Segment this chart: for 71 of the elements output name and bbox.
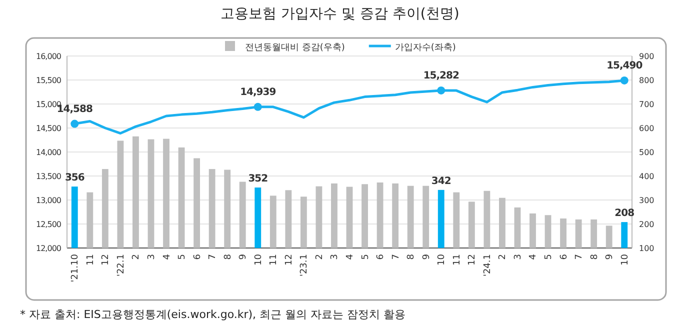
x-tick-label: 9 <box>238 254 249 260</box>
x-tick-label: 6 <box>192 254 203 260</box>
x-tick-label: 2 <box>132 254 142 260</box>
x-tick-label: 7 <box>208 254 218 260</box>
x-tick-label: 10 <box>620 254 630 266</box>
data-label: 208 <box>614 208 635 220</box>
data-label: 14,939 <box>240 86 276 98</box>
x-tick-label: 4 <box>346 254 356 260</box>
y2-tick-label: 800 <box>639 76 654 85</box>
x-tick-label: 12 <box>284 254 294 266</box>
y2-tick-label: 600 <box>639 124 654 133</box>
x-tick-label: 5 <box>360 254 371 260</box>
x-tick-label: 8 <box>590 254 600 260</box>
chart-title: 고용보험 가입자수 및 증감 추이(천명) <box>220 6 460 22</box>
x-tick-label: 3 <box>146 254 157 260</box>
x-tick-label: 5 <box>178 254 188 260</box>
point <box>70 120 79 128</box>
y2-tick-label: 500 <box>639 148 654 157</box>
y-tick-label: 12,000 <box>36 244 62 253</box>
x-tick-label: 11 <box>86 254 96 266</box>
x-tick-label: 3 <box>513 254 524 260</box>
x-tick-label: 4 <box>162 254 172 260</box>
x-tick-label: 3 <box>330 254 340 260</box>
x-tick-label: '22.1 <box>116 254 126 277</box>
y-tick-label: 15,500 <box>36 76 62 85</box>
y2-tick-label: 400 <box>639 172 654 181</box>
y2-tick-label: 900 <box>639 52 654 61</box>
x-tick-label: '21.10 <box>70 254 81 282</box>
x-tick-label: 11 <box>269 254 280 266</box>
x-tick-label: 2 <box>314 254 325 260</box>
y2-tick-label: 100 <box>639 244 654 253</box>
y2-tick-label: 200 <box>639 220 654 229</box>
y-tick-label: 16,000 <box>36 52 62 61</box>
legend-label: 가입자수(좌축) <box>394 43 456 53</box>
x-tick-label: 6 <box>559 254 570 260</box>
y-tick-label: 13,000 <box>36 196 62 205</box>
y-tick-label: 14,500 <box>36 124 62 133</box>
x-tick-label: '24.1 <box>482 254 493 277</box>
x-tick-label: 11 <box>452 254 462 266</box>
x-tick-label: 10 <box>437 254 448 266</box>
point <box>254 102 262 111</box>
x-tick-label: 10 <box>254 254 264 266</box>
x-tick-label: 4 <box>528 254 539 260</box>
data-label: 342 <box>431 176 452 187</box>
x-tick-label: 8 <box>223 254 234 260</box>
x-tick-label: 6 <box>376 254 386 260</box>
data-label: 352 <box>248 174 268 185</box>
data-label: 15,490 <box>606 60 643 72</box>
y-tick-label: 13,500 <box>36 172 62 181</box>
x-tick-label: 2 <box>498 254 508 260</box>
y2-tick-label: 700 <box>639 100 654 109</box>
x-tick-label: 9 <box>605 254 616 260</box>
y-tick-label: 14,000 <box>36 148 62 157</box>
point <box>620 76 628 84</box>
text: * 자료 출처: EIS고용행정통계(eis.work.go.kr), 최근 월의 자료는 잠정치 활용 <box>20 308 406 321</box>
y-tick-label: 12,500 <box>36 220 62 229</box>
legend: 가입자수(좌축) <box>368 43 456 53</box>
x-tick-label: 8 <box>406 254 417 260</box>
x-tick-label: 12 <box>468 254 478 266</box>
x-tick-label: '23.1 <box>300 254 310 277</box>
legend-label: 전년동월대비 증감(우축) <box>245 43 345 53</box>
data-label: 15,282 <box>423 70 460 82</box>
x-tick-label: 5 <box>544 254 554 260</box>
point <box>437 86 446 94</box>
data-label: 356 <box>64 172 85 184</box>
legend: 전년동월대비 증감(우축) <box>225 41 345 53</box>
y2-tick-label: 300 <box>639 196 654 205</box>
x-tick-label: 7 <box>391 254 402 260</box>
x-tick-label: 9 <box>422 254 432 260</box>
x-tick-label: 12 <box>101 254 112 266</box>
x-tick-label: 7 <box>574 254 585 260</box>
